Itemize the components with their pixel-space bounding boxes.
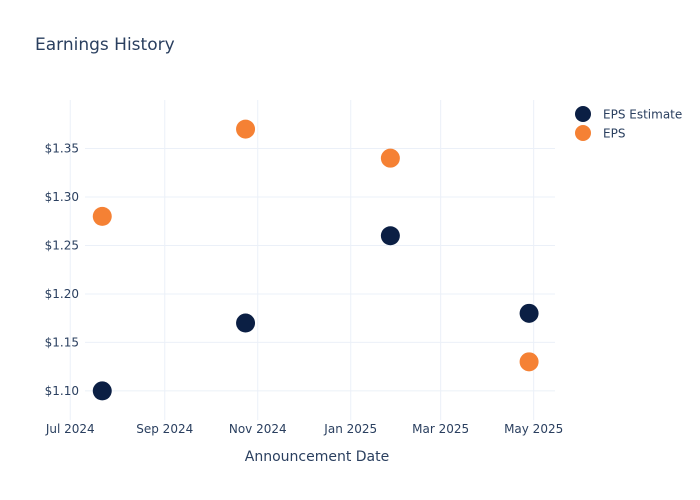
grid	[69, 100, 555, 420]
data-point-eps[interactable]	[92, 206, 112, 226]
data-points	[92, 119, 539, 401]
legend-marker[interactable]	[575, 125, 591, 141]
data-point-eps-estimate[interactable]	[519, 303, 539, 323]
legend-label[interactable]: EPS Estimate	[603, 108, 682, 122]
x-tick-label: Mar 2025	[412, 422, 469, 436]
data-point-eps[interactable]	[519, 352, 539, 372]
y-axis-ticks: $1.10 $1.15 $1.20 $1.25 $1.30 $1.35	[45, 141, 79, 397]
x-tick-label: Jan 2025	[323, 422, 377, 436]
x-axis-ticks: Jul 2024 Sep 2024 Nov 2024 Jan 2025 Mar 2025…	[45, 422, 563, 436]
x-axis-title: Announcement Date	[245, 449, 389, 465]
legend[interactable]: EPS Estimate EPS	[575, 106, 682, 141]
y-tick-label: $1.10	[45, 384, 79, 398]
x-tick-label: May 2025	[504, 422, 563, 436]
x-tick-label: Jul 2024	[45, 422, 95, 436]
x-tick-label: Sep 2024	[136, 422, 193, 436]
data-point-eps[interactable]	[236, 119, 256, 139]
legend-label[interactable]: EPS	[603, 127, 625, 141]
data-point-eps[interactable]	[380, 148, 400, 168]
data-point-eps-estimate[interactable]	[380, 226, 400, 246]
data-point-eps-estimate[interactable]	[92, 381, 112, 401]
chart-title: Earnings History	[35, 35, 175, 55]
y-tick-label: $1.20	[45, 287, 79, 301]
legend-marker[interactable]	[575, 106, 591, 122]
y-tick-label: $1.35	[45, 141, 79, 155]
x-tick-label: Nov 2024	[229, 422, 287, 436]
data-point-eps-estimate[interactable]	[236, 313, 256, 333]
y-tick-label: $1.25	[45, 238, 79, 252]
y-tick-label: $1.30	[45, 190, 79, 204]
y-tick-label: $1.15	[45, 335, 79, 349]
